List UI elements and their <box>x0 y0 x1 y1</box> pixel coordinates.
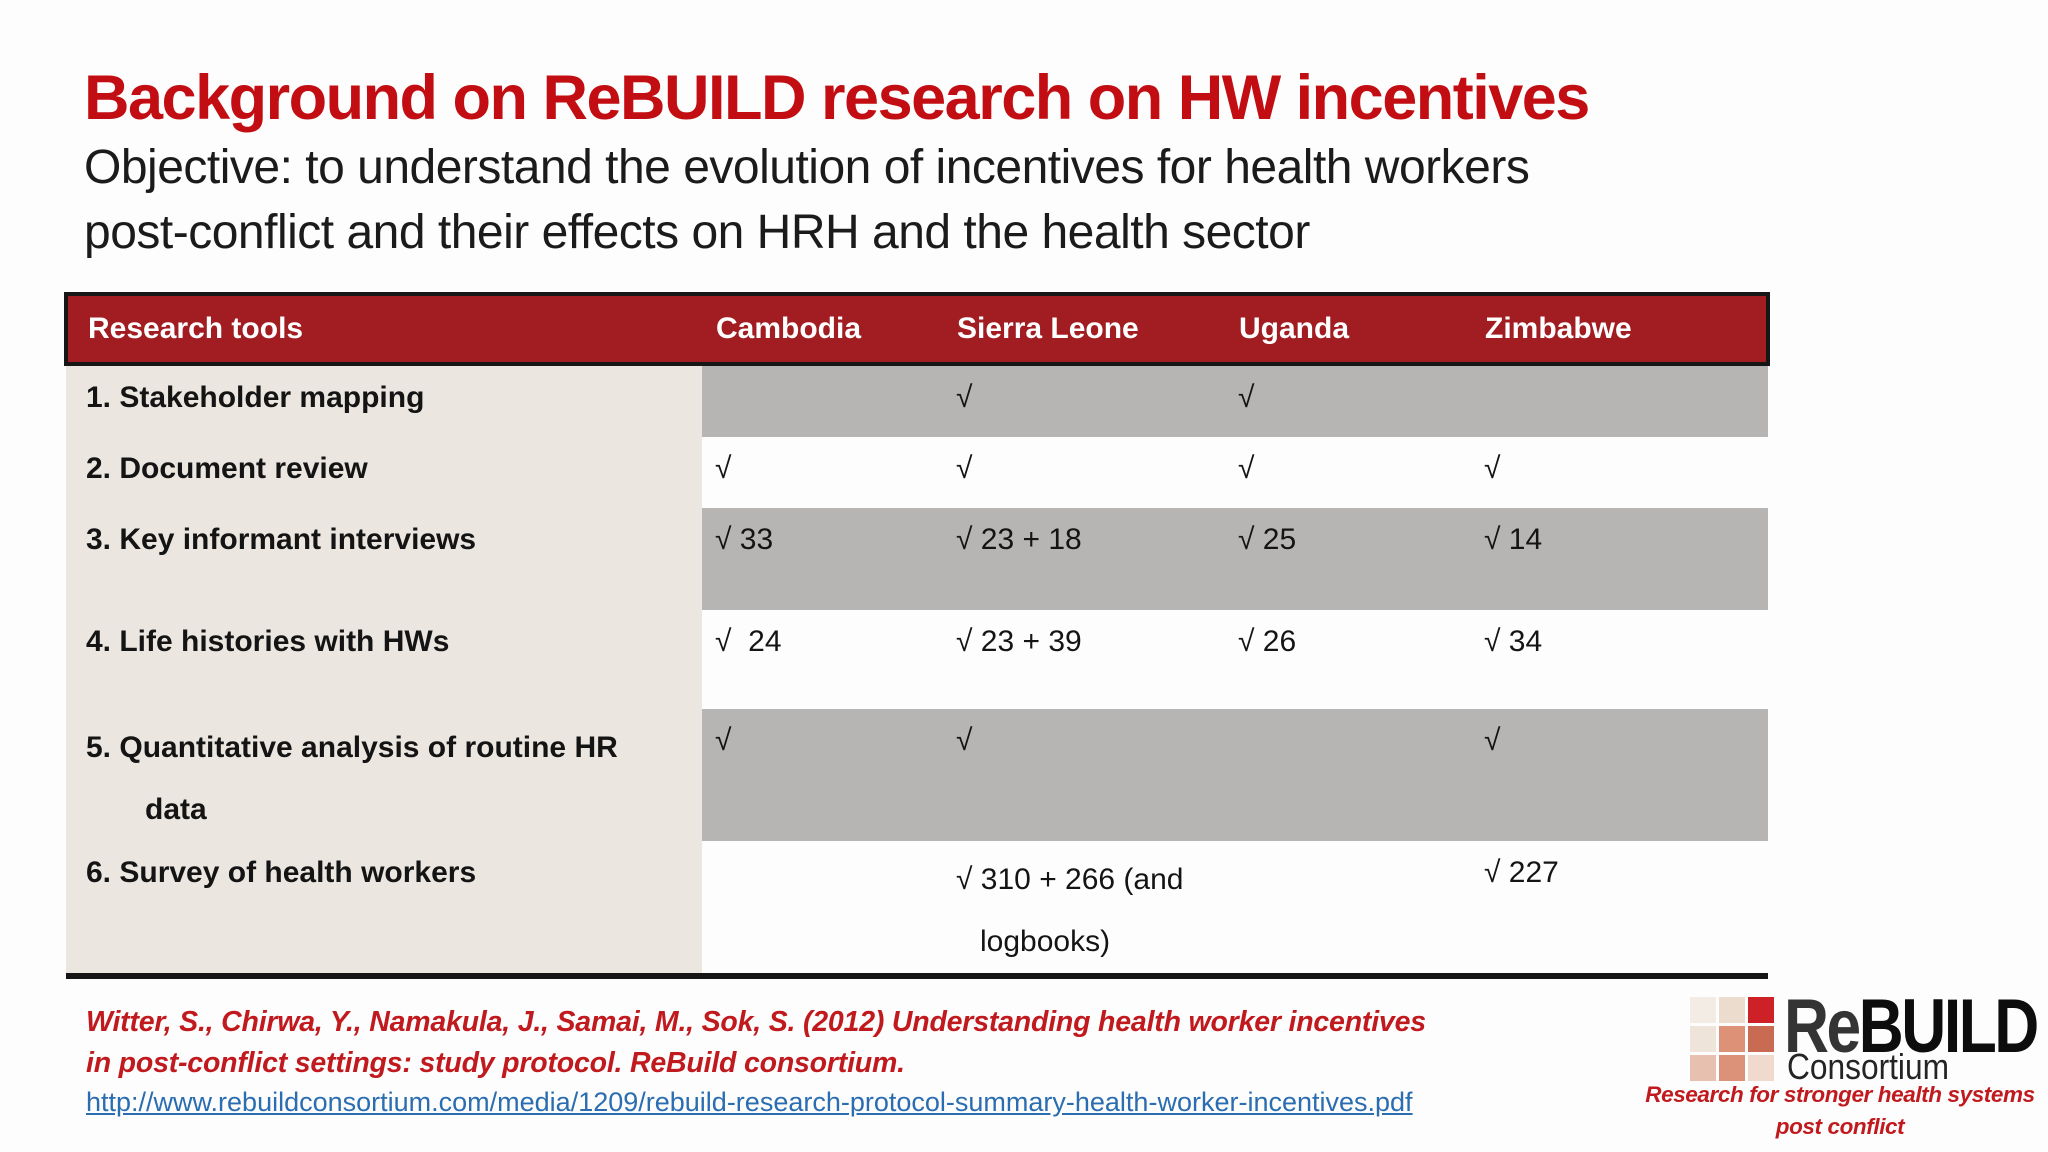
cell-uganda: √ <box>1225 437 1471 508</box>
brand-consortium: Consortium <box>1787 1046 1949 1087</box>
brand-build: BUILD <box>1858 984 2040 1069</box>
cell-cambodia: √ 33 <box>702 508 943 610</box>
row-label: 1. Stakeholder mapping <box>66 364 702 437</box>
column-header-sierra-leone: Sierra Leone <box>943 292 1225 366</box>
table-row: 5. Quantitative analysis of routine HR d… <box>66 709 1768 841</box>
page-title: Background on ReBUILD research on HW inc… <box>84 63 1590 133</box>
row-label: 4. Life histories with HWs <box>66 610 702 709</box>
cell-uganda <box>1225 709 1471 841</box>
rebuild-wordmark: ReBUILD <box>1784 989 2039 1065</box>
cell-uganda: √ 26 <box>1225 610 1471 709</box>
slide-subtitle: Objective: to understand the evolution o… <box>84 141 1530 259</box>
logo-grid-square <box>1748 1026 1774 1052</box>
cell-sierra-leone: √ <box>943 709 1225 841</box>
cell-sierra-leone: √ 310 + 266 (and logbooks) <box>943 841 1225 979</box>
logo-grid-square <box>1690 1055 1716 1081</box>
cell-sierra-leone: √ <box>943 437 1225 508</box>
logo-grid-square <box>1690 1026 1716 1052</box>
cell-uganda <box>1225 841 1471 979</box>
cell-sierra-leone: √ 23 + 18 <box>943 508 1225 610</box>
cell-cambodia: √ 24 <box>702 610 943 709</box>
row-label: 3. Key informant interviews <box>66 508 702 610</box>
table-row: 4. Life histories with HWs √ 24 √ 23 + 3… <box>66 610 1768 709</box>
cell-cambodia <box>702 841 943 979</box>
citation-line-1: Witter, S., Chirwa, Y., Namakula, J., Sa… <box>86 1006 1426 1038</box>
logo-grid-square <box>1719 1055 1745 1081</box>
logo-grid-square <box>1719 1026 1745 1052</box>
logo-grid-square <box>1748 1055 1774 1081</box>
cell-uganda: √ <box>1225 364 1471 437</box>
cell-cambodia: √ <box>702 437 943 508</box>
rebuild-logo-grid-icon <box>1690 997 1774 1081</box>
logo-grid-square <box>1719 997 1745 1023</box>
cell-zimbabwe: √ 34 <box>1471 610 1768 709</box>
table-row: 3. Key informant interviews √ 33 √ 23 + … <box>66 508 1768 610</box>
logo-tagline: Research for stronger health systems pos… <box>1638 1079 2042 1143</box>
column-header-cambodia: Cambodia <box>702 292 943 366</box>
cell-cambodia: √ <box>702 709 943 841</box>
cell-zimbabwe: √ <box>1471 437 1768 508</box>
row-label: 2. Document review <box>66 437 702 508</box>
column-header-research-tools: Research tools <box>64 292 702 366</box>
research-tools-table: Research tools Cambodia Sierra Leone Uga… <box>64 292 1770 979</box>
source-link[interactable]: http://www.rebuildconsortium.com/media/1… <box>86 1087 1413 1117</box>
table-row: 6. Survey of health workers √ 310 + 266 … <box>66 841 1768 979</box>
column-header-uganda: Uganda <box>1225 292 1471 366</box>
table-row: 1. Stakeholder mapping √ √ <box>66 364 1768 437</box>
cell-zimbabwe: √ 14 <box>1471 508 1768 610</box>
cell-zimbabwe: √ <box>1471 709 1768 841</box>
table-row: 2. Document review √ √ √ √ <box>66 437 1768 508</box>
row-label: 6. Survey of health workers <box>66 841 702 979</box>
logo-grid-square <box>1690 997 1716 1023</box>
cell-zimbabwe <box>1471 364 1768 437</box>
cell-sierra-leone: √ <box>943 364 1225 437</box>
citation-line-2: in post-conflict settings: study protoco… <box>86 1047 905 1079</box>
cell-cambodia <box>702 364 943 437</box>
cell-zimbabwe: √ 227 <box>1471 841 1768 979</box>
brand-re: Re <box>1784 984 1861 1069</box>
cell-uganda: √ 25 <box>1225 508 1471 610</box>
table-header-row: Research tools Cambodia Sierra Leone Uga… <box>64 292 1770 366</box>
logo-grid-square <box>1748 997 1774 1023</box>
tagline-line-1: Research for stronger health systems <box>1645 1082 2035 1107</box>
row-label: 5. Quantitative analysis of routine HR d… <box>66 709 702 841</box>
citation: Witter, S., Chirwa, Y., Namakula, J., Sa… <box>86 1002 1426 1084</box>
cell-sierra-leone: √ 23 + 39 <box>943 610 1225 709</box>
tagline-line-2: post conflict <box>1775 1114 1905 1139</box>
column-header-zimbabwe: Zimbabwe <box>1471 292 1770 366</box>
